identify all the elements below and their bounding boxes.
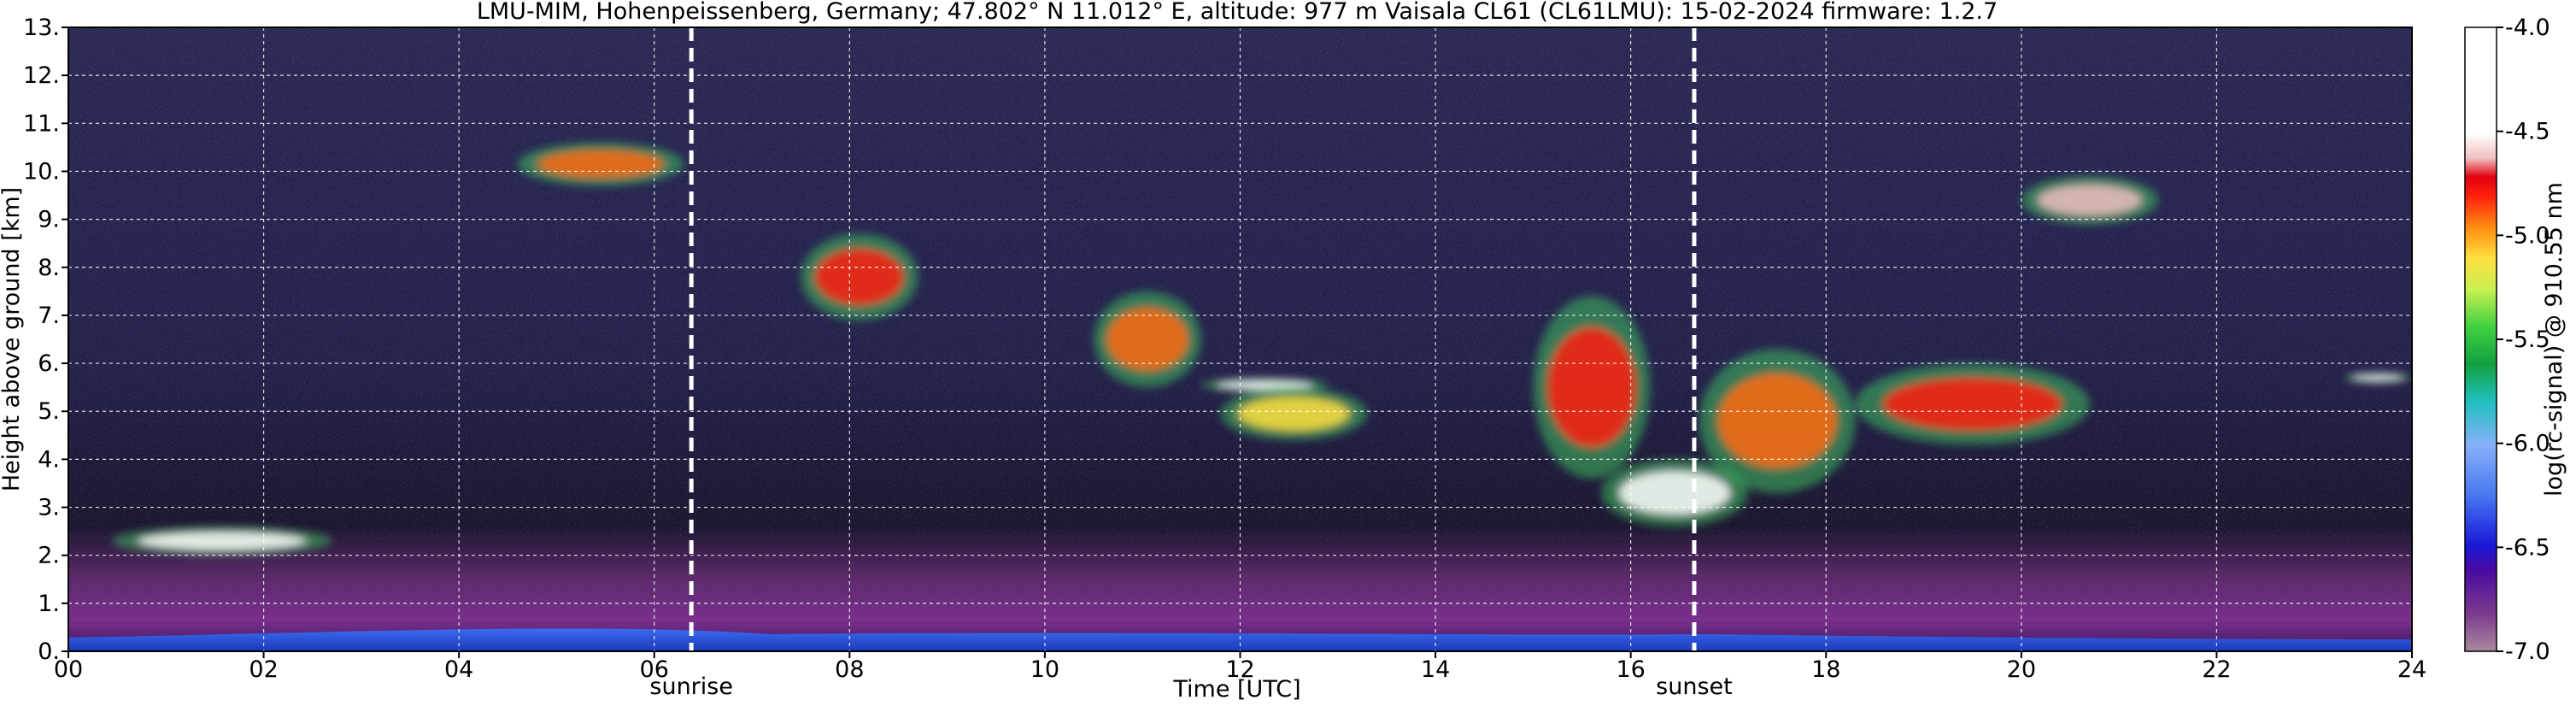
x-tick-label: 06 (640, 656, 669, 683)
y-axis-label: Height above ground [km] (0, 187, 25, 491)
y-tick-label: 9. (38, 207, 60, 233)
x-tick-label: 08 (835, 656, 864, 683)
colorbar-ticks: -4.0 -4.5 -5.0 -5.5 -6.0 -6.5 -7.0 (2497, 15, 2550, 665)
y-tick-label: 12. (23, 62, 60, 89)
chart-title: LMU-MIM, Hohenpeissenberg, Germany; 47.8… (477, 0, 1998, 25)
cloud-core (1618, 470, 1732, 515)
sun-marker-label: sunset (1656, 674, 1733, 700)
colorbar-tick-label: -5.5 (2505, 327, 2550, 353)
y-tick-label: 10. (23, 158, 60, 185)
y-tick-label: 8. (38, 255, 60, 281)
y-tick-label: 13. (23, 15, 60, 41)
colorbar-tick-label: -5.0 (2505, 222, 2550, 249)
sun-marker-labels: sunrise sunset (649, 674, 1732, 700)
cloud-core (1215, 379, 1314, 390)
colorbar: -4.0 -4.5 -5.0 -5.5 -6.0 -6.5 -7.0 log(rc-sign… (2464, 15, 2567, 665)
x-tick-label: 16 (1616, 656, 1645, 683)
colorbar-tick-label: -4.0 (2505, 15, 2550, 41)
y-tick-label: 2. (38, 543, 60, 569)
sun-marker-label: sunrise (649, 674, 733, 700)
y-tick-label: 1. (38, 591, 60, 617)
cloud-core (537, 150, 665, 179)
y-tick-label: 7. (38, 303, 60, 329)
x-tick-label: 04 (444, 656, 473, 683)
y-tick-label: 11. (23, 110, 60, 137)
cloud-core (2351, 374, 2404, 381)
y-tick-label: 6. (38, 350, 60, 377)
cloud-core (814, 248, 905, 306)
cloud-core (1882, 376, 2063, 432)
x-tick-label: 24 (2397, 656, 2426, 683)
colorbar-tick-label: -6.5 (2505, 534, 2550, 561)
cloud-core (2037, 184, 2143, 216)
x-tick-label: 14 (1421, 656, 1450, 683)
colorbar-tick-label: -6.0 (2505, 431, 2550, 457)
cloud-core (1716, 373, 1838, 469)
x-axis-label: Time [UTC] (1172, 676, 1300, 703)
cloud-layers (112, 142, 2412, 556)
x-tick-label: 20 (2007, 656, 2036, 683)
cloud-core (1237, 396, 1351, 432)
cloud-core (1546, 327, 1637, 449)
colorbar-gradient (2464, 26, 2497, 652)
x-tick-label: 12 (1225, 656, 1254, 683)
x-tick-label: 22 (2202, 656, 2231, 683)
y-tick-label: 5. (38, 398, 60, 425)
x-tick-label: 02 (249, 656, 278, 683)
y-tick-label: 0. (38, 638, 60, 665)
x-tick-label: 00 (54, 656, 83, 683)
x-axis-ticks: 00 02 04 06 08 10 12 14 16 18 20 22 24 (54, 651, 2426, 683)
colorbar-tick-label: -7.0 (2505, 638, 2550, 665)
x-tick-label: 18 (1811, 656, 1840, 683)
sun-markers (689, 27, 1697, 651)
colorbar-label: log(rc-signal) @ 910.55 nm (2541, 182, 2567, 497)
y-tick-label: 4. (38, 446, 60, 473)
y-tick-label: 3. (38, 495, 60, 521)
grid-lines (68, 27, 2412, 651)
cloud-core (138, 531, 307, 551)
x-tick-label: 10 (1030, 656, 1059, 683)
cloud-core (1106, 307, 1189, 372)
plot-area (68, 27, 2412, 651)
y-axis-ticks: 0. 1. 2. 3. 4. 5. 6. 7. 8. 9. 10. 11. 12. 13. (23, 15, 68, 665)
colorbar-tick-label: -4.5 (2505, 119, 2550, 145)
